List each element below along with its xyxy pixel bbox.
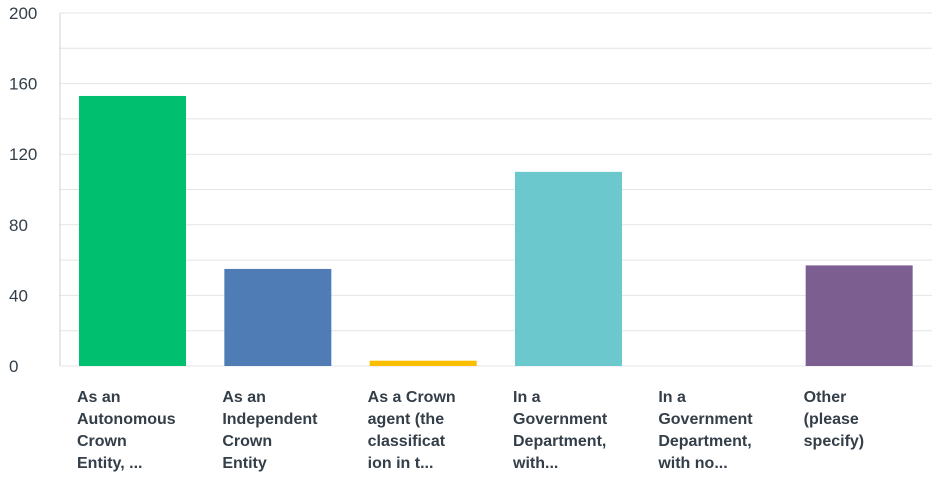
- bar[interactable]: [370, 361, 477, 366]
- x-category-label: As an Autonomous Crown Entity, ...: [77, 389, 176, 472]
- x-category-label-line: In a: [658, 389, 686, 406]
- x-category-label: In a Government Department, with...: [512, 389, 608, 472]
- y-tick-label: 120: [9, 145, 37, 164]
- y-axis-ticks: 0 40 80 120 160 200: [9, 4, 37, 376]
- gridlines: [60, 13, 932, 366]
- x-axis-categories: As an Autonomous Crown Entity, ... As an Inde…: [77, 389, 864, 472]
- x-category-label-line: As an: [222, 389, 266, 406]
- x-category-label: Other (please specify): [804, 389, 864, 450]
- y-tick-label: 200: [9, 4, 37, 23]
- x-category-label: As an Independent Crown Entity: [222, 389, 318, 472]
- x-category-label-line: Department,: [658, 433, 751, 450]
- y-tick-label: 40: [9, 286, 28, 305]
- x-category-label-line: In a: [513, 389, 541, 406]
- y-tick-label: 80: [9, 216, 28, 235]
- x-category-label-line: ion in t...: [368, 455, 434, 472]
- bar[interactable]: [515, 172, 622, 366]
- x-category-label-line: (please: [804, 411, 859, 428]
- x-category-label-line: Entity: [222, 455, 267, 472]
- y-tick-label: 0: [9, 357, 18, 376]
- x-category-label-line: Crown: [77, 433, 127, 450]
- x-category-label: As a Crown agent (the classificat ion in t.…: [368, 389, 456, 472]
- x-category-label-line: Government: [658, 411, 753, 428]
- y-tick-label: 160: [9, 75, 37, 94]
- x-category-label-line: with...: [512, 455, 558, 472]
- bar[interactable]: [224, 269, 331, 366]
- x-category-label-line: Entity, ...: [77, 455, 142, 472]
- x-category-label-line: Independent: [222, 411, 318, 428]
- x-category-label-line: Other: [804, 389, 847, 406]
- x-category-label-line: As an: [77, 389, 121, 406]
- x-category-label-line: Government: [513, 411, 608, 428]
- bars: [79, 96, 913, 366]
- bar[interactable]: [806, 265, 913, 366]
- x-category-label-line: agent (the: [368, 411, 445, 428]
- x-category-label: In a Government Department, with no...: [657, 389, 753, 472]
- x-category-label-line: classificat: [368, 433, 446, 450]
- x-category-label-line: Department,: [513, 433, 606, 450]
- bar[interactable]: [79, 96, 186, 366]
- x-category-label-line: with no...: [657, 455, 727, 472]
- x-category-label-line: Crown: [222, 433, 272, 450]
- x-category-label-line: As a Crown: [368, 389, 456, 406]
- x-category-label-line: specify): [804, 433, 864, 450]
- x-category-label-line: Autonomous: [77, 411, 176, 428]
